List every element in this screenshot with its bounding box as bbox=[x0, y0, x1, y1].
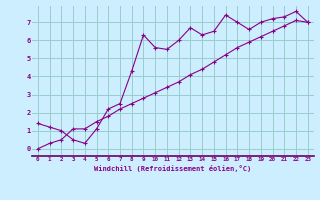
X-axis label: Windchill (Refroidissement éolien,°C): Windchill (Refroidissement éolien,°C) bbox=[94, 165, 252, 172]
